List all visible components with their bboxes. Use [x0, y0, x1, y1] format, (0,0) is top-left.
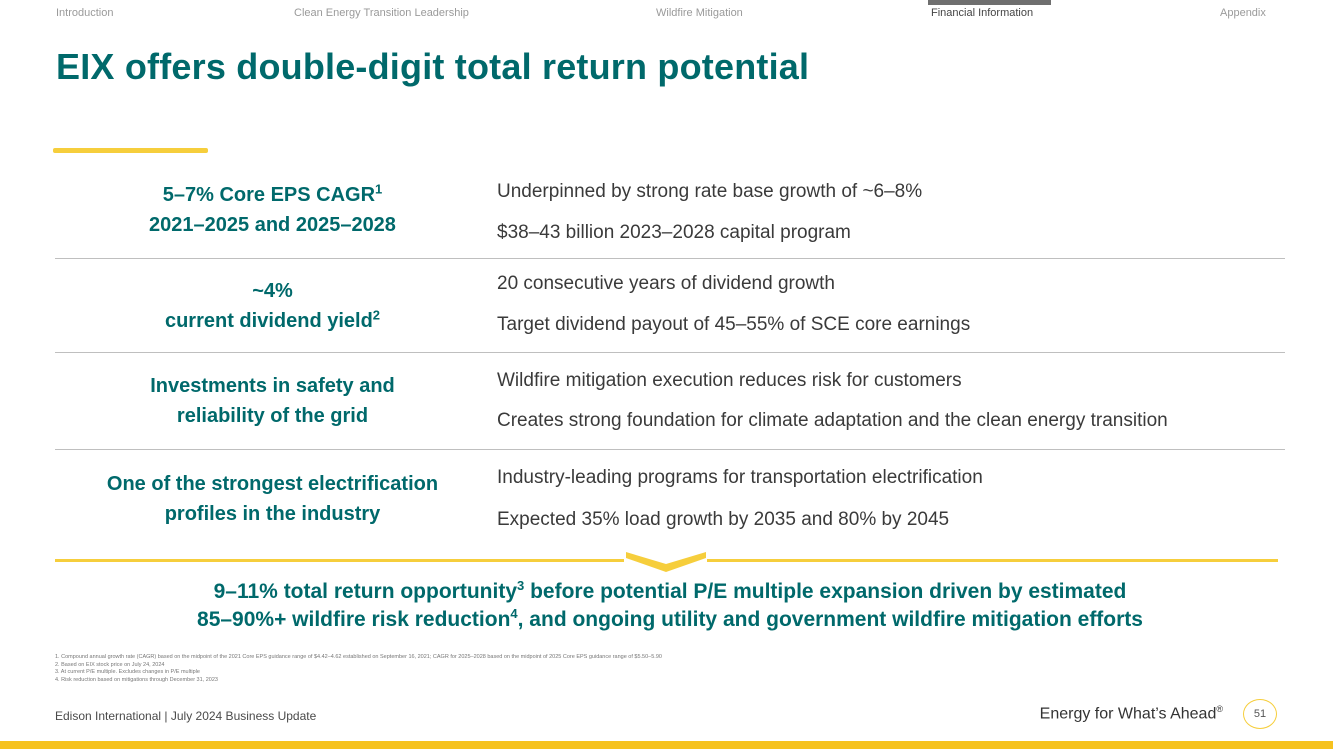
return-row-dividend: ~4% current dividend yield2 20 consecuti…	[55, 259, 1285, 353]
footnote: 3. At current P/E multiple. Excludes cha…	[55, 669, 200, 675]
nav-item-appendix[interactable]: Appendix	[1220, 7, 1266, 19]
footnote: 4. Risk reduction based on mitigations t…	[55, 676, 218, 683]
summary-text: , and ongoing utility and government wil…	[517, 608, 1143, 631]
bottom-accent-bar	[0, 741, 1333, 749]
footnote-ref: 4	[510, 606, 518, 621]
row-heading-line2: reliability of the grid	[176, 405, 369, 427]
top-nav: Introduction Clean Energy Transition Lea…	[0, 0, 1333, 24]
summary-text: 85–90%+ wildfire risk reduction	[197, 608, 511, 631]
row-heading-line2: current dividend yield	[164, 310, 373, 332]
footnote-ref: 1	[375, 181, 383, 197]
row-divider	[55, 449, 1285, 450]
footnotes: 1. Compound annual growth rate (CAGR) ba…	[55, 654, 662, 684]
row-divider	[55, 352, 1285, 353]
row-heading: One of the strongest electrification pro…	[55, 469, 490, 529]
row-divider	[55, 258, 1285, 259]
summary-divider-right	[707, 559, 1278, 562]
title-accent-line	[53, 148, 208, 153]
footer-tagline: Energy for What’s Ahead®	[1040, 704, 1223, 723]
row-point: $38–43 billion 2023–2028 capital program	[497, 222, 851, 243]
row-heading-line1: 5–7% Core EPS CAGR	[162, 184, 376, 206]
return-row-electrification: One of the strongest electrification pro…	[55, 450, 1285, 545]
nav-item-introduction[interactable]: Introduction	[56, 7, 114, 19]
nav-active-indicator	[928, 0, 1051, 5]
row-heading-line2: 2021–2025 and 2025–2028	[149, 214, 396, 236]
summary-text: before potential P/E multiple expansion …	[524, 580, 1127, 603]
footnote-ref: 2	[372, 307, 381, 323]
row-point: 20 consecutive years of dividend growth	[497, 273, 835, 294]
row-point: Underpinned by strong rate base growth o…	[497, 181, 923, 202]
summary-text: 9–11% total return opportunity	[213, 580, 517, 603]
row-heading-line2: profiles in the industry	[164, 503, 381, 525]
nav-item-wildfire-mitigation[interactable]: Wildfire Mitigation	[656, 7, 743, 19]
row-heading: Investments in safety and reliability of…	[55, 371, 490, 431]
nav-item-clean-energy[interactable]: Clean Energy Transition Leadership	[294, 7, 469, 19]
row-point: Target dividend payout of 45–55% of SCE …	[497, 314, 971, 335]
summary-divider-left	[55, 559, 624, 562]
footnote-ref: 3	[517, 578, 525, 593]
row-point: Creates strong foundation for climate ad…	[497, 410, 1168, 431]
row-heading: 5–7% Core EPS CAGR1 2021–2025 and 2025–2…	[55, 180, 490, 240]
footer-source: Edison International | July 2024 Busines…	[55, 709, 317, 723]
row-point: Expected 35% load growth by 2035 and 80%…	[497, 509, 950, 530]
footnote: 2. Based on EIX stock price on July 24, …	[55, 661, 165, 668]
row-heading-line1: Investments in safety and	[150, 375, 395, 397]
row-point: Wildfire mitigation execution reduces ri…	[497, 370, 962, 391]
total-return-summary: 9–11% total return opportunity3 before p…	[55, 578, 1285, 634]
return-row-eps: 5–7% Core EPS CAGR1 2021–2025 and 2025–2…	[55, 160, 1285, 259]
nav-item-financial-information[interactable]: Financial Information	[931, 7, 1034, 19]
row-heading-line1: One of the strongest electrification	[106, 473, 439, 495]
tagline-text: Energy for What’s Ahead	[1039, 705, 1217, 723]
footnote: 1. Compound annual growth rate (CAGR) ba…	[55, 654, 662, 660]
row-point: Industry-leading programs for transporta…	[497, 467, 983, 488]
row-heading-line1: ~4%	[252, 280, 293, 302]
page-title: EIX offers double-digit total return pot…	[56, 46, 810, 87]
page-number: 51	[1243, 699, 1277, 729]
chevron-down-icon	[626, 552, 706, 572]
row-heading: ~4% current dividend yield2	[55, 276, 490, 336]
registered-mark: ®	[1216, 704, 1223, 714]
return-row-safety: Investments in safety and reliability of…	[55, 353, 1285, 450]
